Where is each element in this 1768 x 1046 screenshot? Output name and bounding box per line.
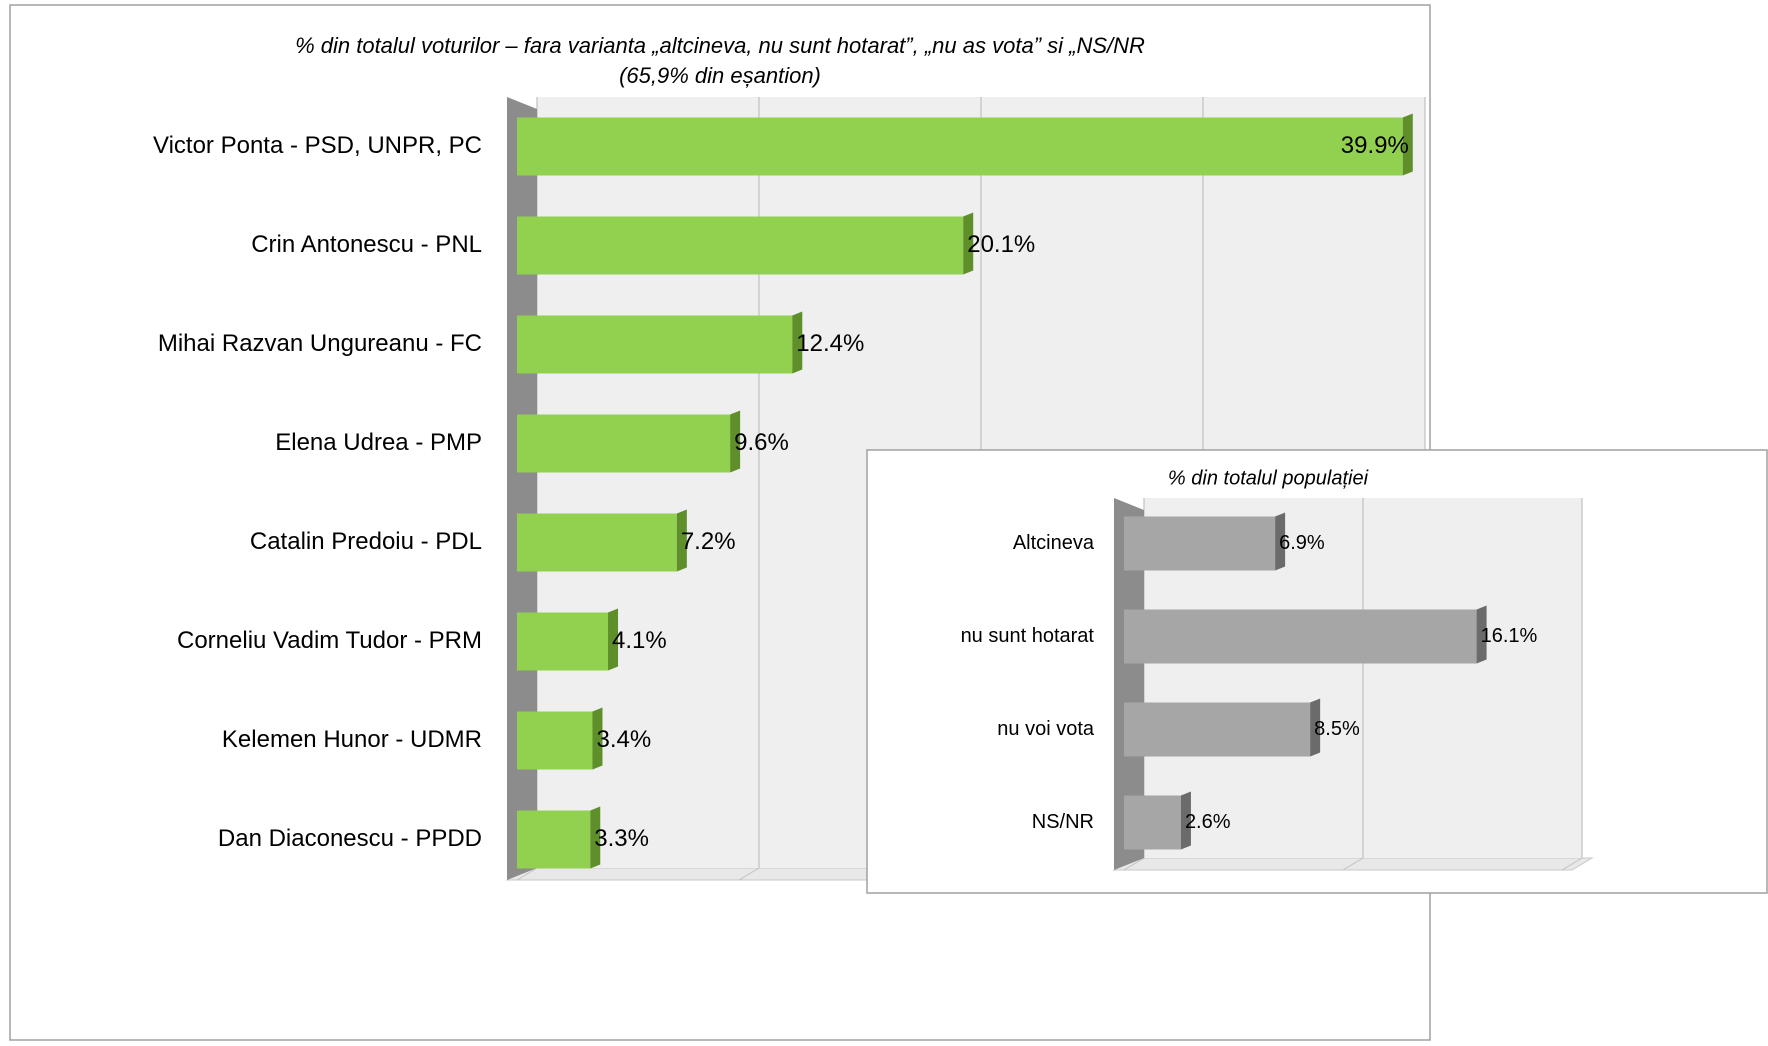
value-label: 16.1% xyxy=(1481,625,1538,647)
bar xyxy=(517,513,677,572)
inset-chart: % din totalul populației Altcineva 6.9% nu … xyxy=(961,467,1594,871)
bar-side xyxy=(1310,698,1321,757)
bar-side xyxy=(676,509,687,572)
floor-tick xyxy=(738,867,760,881)
category-label: Victor Ponta - PSD, UNPR, PC xyxy=(153,132,482,159)
value-label: 9.6% xyxy=(734,429,789,456)
bar xyxy=(517,216,964,275)
category-label: Catalin Predoiu - PDL xyxy=(250,528,482,555)
value-label: 20.1% xyxy=(967,231,1035,258)
bar-side xyxy=(592,707,603,770)
bar xyxy=(517,117,1403,176)
category-label: Corneliu Vadim Tudor - PRM xyxy=(177,627,482,654)
value-label: 8.5% xyxy=(1314,718,1360,740)
bar-side xyxy=(1275,512,1286,571)
value-label: 4.1% xyxy=(612,627,667,654)
bar-side xyxy=(1402,113,1413,176)
bar-side xyxy=(608,608,619,671)
category-label: Altcineva xyxy=(1013,532,1095,554)
bar-side xyxy=(963,212,974,275)
value-label: 2.6% xyxy=(1185,811,1231,833)
bar xyxy=(517,414,731,473)
chart-title: % din totalul voturilor – fara varianta … xyxy=(295,33,1145,58)
bar xyxy=(1124,702,1311,757)
side-wall xyxy=(507,97,537,880)
floor-tick xyxy=(1123,857,1145,871)
bar xyxy=(517,315,793,374)
bar xyxy=(517,810,591,869)
value-label: 3.4% xyxy=(596,726,651,753)
value-label: 7.2% xyxy=(681,528,736,555)
category-label: Elena Udrea - PMP xyxy=(275,429,482,456)
category-label: NS/NR xyxy=(1032,811,1094,833)
bar xyxy=(1124,795,1181,850)
floor-tick xyxy=(1342,857,1364,871)
bar xyxy=(517,612,609,671)
bar-side xyxy=(1180,791,1191,850)
category-label: Dan Diaconescu - PPDD xyxy=(218,825,482,852)
category-label: Mihai Razvan Ungureanu - FC xyxy=(158,330,482,357)
value-label: 39.9% xyxy=(1341,132,1409,159)
value-label: 6.9% xyxy=(1279,532,1325,554)
bar xyxy=(1124,516,1276,571)
value-label: 12.4% xyxy=(796,330,864,357)
value-label: 3.3% xyxy=(594,825,649,852)
bar-side xyxy=(590,806,601,869)
chart-title: % din totalul populației xyxy=(1168,467,1369,489)
floor-tick xyxy=(516,867,538,881)
category-label: Kelemen Hunor - UDMR xyxy=(222,726,482,753)
category-label: Crin Antonescu - PNL xyxy=(251,231,482,258)
bar-side xyxy=(730,410,741,473)
bar-side xyxy=(792,311,803,374)
bar xyxy=(1124,609,1477,664)
bar-side xyxy=(1476,605,1487,664)
floor-tick xyxy=(1561,857,1583,871)
category-label: nu voi vota xyxy=(997,718,1095,740)
category-label: nu sunt hotarat xyxy=(961,625,1095,647)
chart-subtitle: (65,9% din eșantion) xyxy=(619,63,821,88)
bar xyxy=(517,711,593,770)
side-wall xyxy=(1114,498,1144,870)
